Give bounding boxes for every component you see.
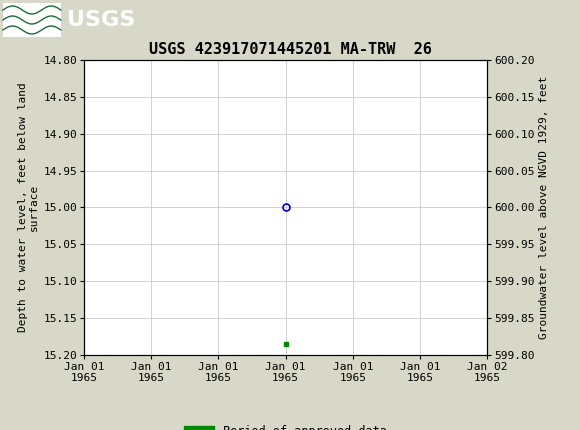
Legend: Period of approved data: Period of approved data [180, 421, 392, 430]
Text: USGS: USGS [67, 10, 135, 30]
Y-axis label: Groundwater level above NGVD 1929, feet: Groundwater level above NGVD 1929, feet [539, 76, 549, 339]
Y-axis label: Depth to water level, feet below land
surface: Depth to water level, feet below land su… [17, 83, 39, 332]
Bar [3, 3, 61, 37]
Text: USGS 423917071445201 MA-TRW  26: USGS 423917071445201 MA-TRW 26 [148, 42, 432, 57]
